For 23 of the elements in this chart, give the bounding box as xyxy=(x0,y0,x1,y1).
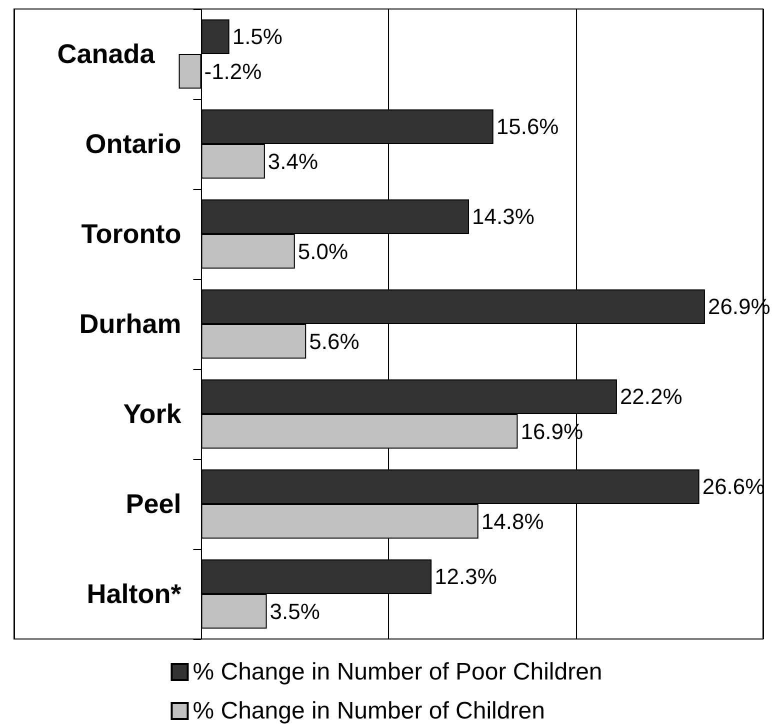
data-label: 1.5% xyxy=(232,24,282,50)
y-tick-label: Ontario xyxy=(85,129,182,159)
data-label: 26.6% xyxy=(702,474,765,500)
y-tick-label: Halton* xyxy=(86,579,182,609)
y-tick-label: Peel xyxy=(126,489,182,519)
bar xyxy=(201,19,230,54)
legend-label: % Change in Number of Children xyxy=(192,698,545,724)
data-label: -1.2% xyxy=(204,58,262,84)
data-label: 3.4% xyxy=(268,148,318,174)
data-label: 5.6% xyxy=(309,328,360,354)
data-label: 15.6% xyxy=(496,114,559,140)
data-label: 14.3% xyxy=(472,204,534,230)
data-label: 3.5% xyxy=(270,598,320,624)
bar xyxy=(178,54,202,89)
y-tick-label: Durham xyxy=(79,309,182,339)
data-label: 22.2% xyxy=(620,384,682,410)
data-label: 14.8% xyxy=(481,508,544,534)
legend-label: % Change in Number of Poor Children xyxy=(192,658,602,686)
data-label: 5.0% xyxy=(298,238,348,264)
y-tick-label: York xyxy=(123,399,182,429)
y-tick-label: Toronto xyxy=(81,219,182,249)
y-tick-label: Canada xyxy=(57,39,156,69)
data-label: 12.3% xyxy=(434,564,497,590)
